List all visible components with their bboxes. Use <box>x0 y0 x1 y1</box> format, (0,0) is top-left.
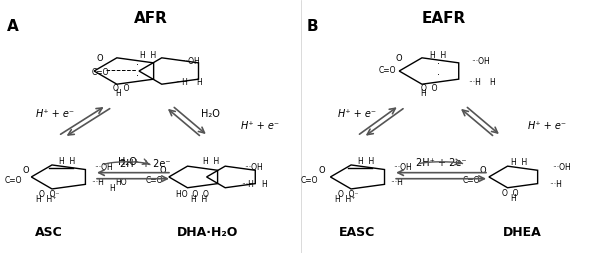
Text: C=O: C=O <box>91 67 109 76</box>
Text: ·
·: · · <box>436 58 439 80</box>
Text: H: H <box>420 89 426 98</box>
Text: H  H: H H <box>358 156 374 165</box>
Text: ···H: ···H <box>468 77 481 86</box>
Text: O: O <box>480 165 486 174</box>
Text: H  H: H H <box>59 156 75 165</box>
Text: ···H: ···H <box>175 77 188 86</box>
Text: 2H⁺ + 2e⁻: 2H⁺ + 2e⁻ <box>120 158 170 168</box>
Text: O: O <box>97 53 103 62</box>
Text: O: O <box>22 165 29 174</box>
Text: ·
·: · · <box>136 60 139 81</box>
Text: DHEA: DHEA <box>502 225 542 238</box>
Text: H: H <box>109 183 115 192</box>
Text: H⁺ + e⁻: H⁺ + e⁻ <box>36 108 75 118</box>
Text: C=O: C=O <box>5 175 22 184</box>
Text: ···OH: ···OH <box>552 163 570 172</box>
Text: ···OH: ···OH <box>94 163 113 172</box>
Text: H  H: H H <box>430 51 446 60</box>
Text: H: H <box>196 77 202 86</box>
Text: HO: HO <box>115 178 127 187</box>
Text: H  H: H H <box>140 51 156 60</box>
Text: B: B <box>307 19 318 34</box>
Text: H: H <box>115 89 121 98</box>
Text: C=O: C=O <box>379 66 396 75</box>
Text: O  O⁻: O O⁻ <box>39 189 59 198</box>
Text: ···OH: ···OH <box>243 163 263 172</box>
Text: 2H⁺ + 2e⁻: 2H⁺ + 2e⁻ <box>416 157 466 167</box>
Text: ···OH: ···OH <box>471 57 490 66</box>
Text: H₂O: H₂O <box>201 108 220 118</box>
Text: HO  O  O: HO O O <box>176 189 209 198</box>
Text: O: O <box>160 165 166 174</box>
Text: C=O: C=O <box>462 175 480 184</box>
Text: ···OH: ···OH <box>181 57 200 66</box>
Text: H⁺ + e⁻: H⁺ + e⁻ <box>528 121 566 131</box>
Text: H: H <box>510 193 516 202</box>
Text: O  O: O O <box>502 188 518 197</box>
Text: ···OH: ···OH <box>393 163 412 172</box>
Text: A: A <box>7 19 19 34</box>
Text: O: O <box>318 165 325 174</box>
Text: H  H⁺: H H⁺ <box>335 194 356 203</box>
Text: O  O⁻: O O⁻ <box>338 189 359 198</box>
Text: O  O: O O <box>113 84 129 92</box>
Text: ···H: ···H <box>240 179 254 188</box>
Text: H⁺ + e⁻: H⁺ + e⁻ <box>240 121 279 131</box>
Text: EAFR: EAFR <box>422 11 466 26</box>
Text: AFR: AFR <box>134 11 168 26</box>
Text: O: O <box>396 53 403 62</box>
Text: H  H: H H <box>203 156 219 165</box>
Text: H  H: H H <box>191 194 207 203</box>
Text: H: H <box>489 77 495 86</box>
Text: H⁺ + e⁻: H⁺ + e⁻ <box>338 108 376 118</box>
Text: H  H: H H <box>511 157 527 166</box>
Text: ···H: ···H <box>91 178 104 187</box>
Text: H₂O: H₂O <box>118 156 136 166</box>
Text: ···H: ···H <box>390 178 403 187</box>
Text: DHA·H₂O: DHA·H₂O <box>177 225 239 238</box>
Text: H  H⁺: H H⁺ <box>36 194 56 203</box>
Text: H: H <box>261 179 267 188</box>
Text: ···H: ···H <box>549 179 562 188</box>
Text: ASC: ASC <box>35 225 63 238</box>
Text: C=O: C=O <box>300 175 318 184</box>
Text: EASC: EASC <box>339 225 376 238</box>
Text: O  O: O O <box>421 84 438 92</box>
Text: C=O: C=O <box>145 175 163 184</box>
